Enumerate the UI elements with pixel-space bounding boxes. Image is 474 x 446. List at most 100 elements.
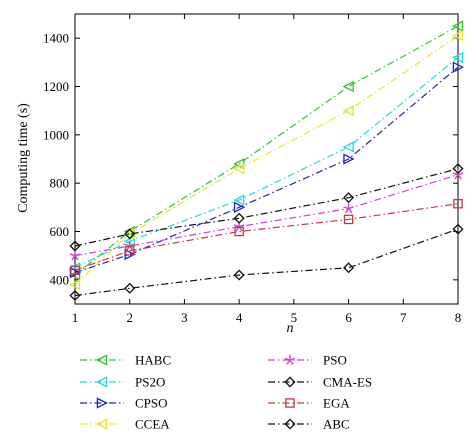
series-line-abc (74, 228, 459, 297)
x-tick-label: 6 (345, 310, 352, 325)
series-ccea (68, 30, 464, 291)
legend-item-ega: EGA (268, 396, 350, 411)
data-point-pso-spoke (74, 253, 81, 257)
legend-item-habc: HABC (80, 353, 171, 368)
data-point-pso-spoke (348, 208, 353, 214)
data-point-pso-spoke (124, 243, 130, 247)
y-tick-label: 600 (50, 224, 70, 239)
data-point-cpso (343, 153, 355, 165)
legend-marker-abc (284, 418, 296, 430)
data-point-pso (343, 203, 354, 214)
legend-label-abc: ABC (323, 417, 350, 432)
y-tick-label: 400 (50, 272, 70, 287)
data-point-cma-es (124, 228, 136, 240)
legend: HABC PS2O CPSO CCEA PSO CMA-ES EGA ABC (80, 353, 372, 432)
data-point-ccea (342, 105, 354, 117)
legend-marker-ega (285, 398, 295, 408)
series-cma-es (69, 163, 464, 252)
data-point-ps2o (451, 51, 464, 64)
legend-marker-ccea (95, 418, 108, 430)
series-abc (69, 223, 464, 302)
data-point-ccea (68, 279, 81, 291)
data-point-cpso (452, 61, 465, 73)
data-point-pso-spoke (129, 243, 135, 247)
legend-item-pso: PSO (268, 353, 347, 368)
data-point-pso-spoke (457, 172, 464, 176)
legend-label-cma-es: CMA-ES (323, 375, 372, 390)
x-tick-label: 4 (236, 310, 243, 325)
data-point-abc (69, 290, 81, 302)
legend-label-pso: PSO (323, 353, 347, 368)
data-point-pso-spoke (457, 174, 462, 180)
data-point-habc (342, 80, 354, 93)
legend-label-habc: HABC (135, 353, 171, 368)
legend-marker-pso (284, 354, 296, 365)
y-tick-label: 1200 (43, 79, 69, 94)
data-point-habc (68, 269, 81, 281)
legend-marker-habc (95, 354, 108, 366)
data-point-pso-spoke (74, 255, 79, 261)
data-point-ega (343, 214, 354, 225)
legend-marker-ps2o (95, 376, 108, 388)
data-point-cpso (233, 201, 246, 213)
data-point-ega (234, 226, 244, 237)
legend-marker-pso-spoke (286, 359, 291, 365)
data-point-habc (451, 20, 464, 32)
data-point-cma-es (233, 212, 245, 224)
x-tick-label: 5 (291, 310, 298, 325)
x-tick-label: 7 (400, 310, 407, 325)
data-point-cma-es (69, 240, 81, 252)
legend-item-abc: ABC (268, 417, 350, 432)
data-point-pso-spoke (344, 208, 350, 214)
y-tick-label: 800 (50, 176, 70, 191)
data-point-abc (452, 223, 464, 235)
series-line-cma-es (74, 168, 459, 247)
data-point-ega (124, 246, 135, 256)
data-point-cma-es (343, 192, 355, 204)
x-tick-label: 8 (455, 310, 462, 325)
data-point-pso-spoke (348, 206, 354, 210)
series-ega (70, 198, 463, 275)
data-point-pso-spoke (343, 206, 349, 210)
x-axis-label: n (287, 321, 294, 336)
x-tick-label: 2 (126, 310, 133, 325)
data-point-ega (70, 265, 80, 275)
legend-marker-cpso (96, 397, 109, 409)
legend-marker-pso-spoke (284, 357, 291, 361)
legend-marker-pso-spoke (289, 357, 296, 361)
data-point-ps2o (342, 141, 354, 153)
series-line-habc (74, 25, 459, 276)
data-point-cma-es (452, 163, 464, 175)
series-line-cpso (74, 66, 459, 274)
plot-area: 1 2 3 4 5 6 7 8 400 600 800 1000 1200 1400 (43, 13, 465, 325)
data-point-abc (233, 269, 245, 281)
legend-label-ccea: CCEA (135, 417, 170, 432)
legend-label-ps2o: PS2O (135, 375, 165, 390)
data-point-pso-spoke (233, 224, 240, 228)
series-line-ccea (74, 35, 459, 286)
series-ps2o (68, 51, 464, 274)
data-point-ps2o (233, 194, 245, 206)
legend-item-cpso: CPSO (80, 396, 168, 411)
y-tick-label: 1000 (43, 127, 69, 142)
data-point-ega (453, 198, 463, 209)
legend-item-ps2o: PS2O (80, 375, 165, 390)
plot-frame (74, 13, 459, 305)
data-point-pso-spoke (454, 174, 459, 180)
data-point-ccea (233, 163, 245, 175)
data-point-pso-spoke (238, 224, 245, 228)
x-tick-label: 1 (72, 310, 79, 325)
data-point-ccea (451, 30, 464, 42)
legend-label-cpso: CPSO (135, 396, 168, 411)
y-axis-label: Computing time (s) (16, 103, 31, 213)
legend-item-ccea: CCEA (80, 417, 170, 432)
legend-marker-pso-spoke (289, 359, 294, 365)
y-tick-label: 1400 (43, 31, 69, 46)
data-point-pso-spoke (69, 253, 76, 257)
data-point-abc (124, 282, 136, 294)
legend-label-ega: EGA (323, 396, 350, 411)
data-point-pso-spoke (71, 255, 76, 261)
legend-item-cma-es: CMA-ES (268, 375, 372, 390)
x-tick-label: 3 (181, 310, 188, 325)
